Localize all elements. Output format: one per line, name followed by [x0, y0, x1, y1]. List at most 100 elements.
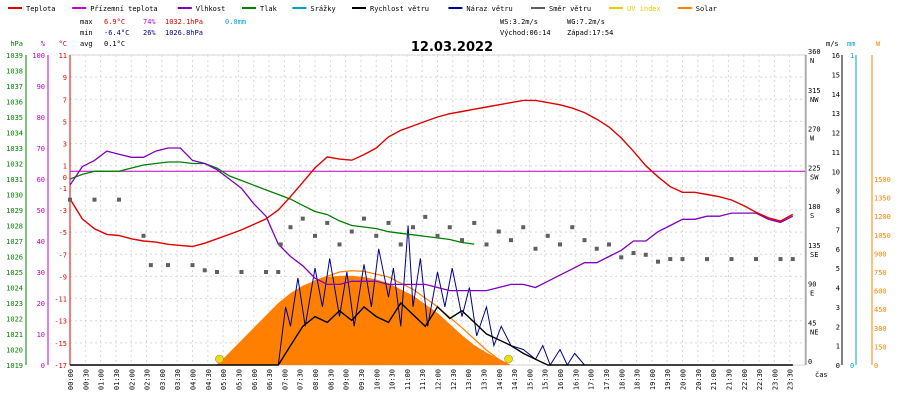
percent-tick-6: 40 — [37, 238, 45, 246]
celsius-tick-7: -3 — [59, 207, 67, 215]
wind-dir-point — [325, 220, 330, 225]
plot-area — [68, 99, 805, 367]
w-tick-6: 600 — [874, 288, 887, 296]
wind-dir-point — [447, 225, 452, 230]
x-tick-45: 22:30 — [756, 369, 764, 390]
percent-tick-9: 10 — [37, 331, 45, 339]
w-tick-3: 1050 — [874, 232, 891, 240]
wind-dir-point — [349, 229, 354, 234]
ms-tick-1: 15 — [832, 71, 840, 79]
wind-dir-point — [558, 242, 562, 247]
ms-tick-13: 3 — [836, 304, 840, 312]
w-tick-5: 750 — [874, 269, 887, 277]
series-solar-theory — [216, 270, 507, 366]
hpa-tick-2: 1037 — [6, 83, 23, 91]
ms-tick-8: 8 — [836, 207, 840, 215]
direction-tick-7: 45 — [808, 319, 816, 327]
w-tick-2: 1200 — [874, 213, 891, 221]
wind-ws: WS:3.2m/s — [500, 18, 538, 26]
direction-label-6: E — [810, 290, 814, 298]
x-tick-8: 04:00 — [190, 369, 198, 390]
stat-max-rain: 0.0mm — [225, 18, 246, 26]
wind-dir-point — [460, 238, 464, 243]
wind-dir-point — [278, 242, 283, 247]
direction-tick-6: 90 — [808, 281, 816, 289]
x-tick-41: 20:30 — [695, 369, 703, 390]
celsius-tick-0: 11 — [59, 52, 67, 60]
wind-dir-point — [288, 225, 293, 230]
celsius-tick-6: -1 — [59, 185, 67, 193]
hpa-tick-19: 1020 — [6, 347, 23, 355]
x-tick-31: 15:30 — [542, 369, 550, 390]
wind-dir-point — [337, 242, 342, 247]
hpa-tick-6: 1033 — [6, 145, 23, 153]
x-tick-37: 18:30 — [634, 369, 642, 390]
x-tick-47: 23:30 — [787, 369, 795, 390]
ms-tick-11: 5 — [836, 265, 840, 273]
x-tick-5: 02:30 — [144, 369, 152, 390]
celsius-tick-9: -7 — [59, 251, 67, 259]
x-tick-44: 22:00 — [741, 369, 749, 390]
celsius-tick-11: -11 — [54, 296, 67, 304]
ms-axis-unit: m/s — [826, 40, 839, 48]
x-tick-4: 02:00 — [128, 369, 136, 390]
wind-dir-point — [643, 252, 648, 257]
celsius-tick-4: 3 — [63, 141, 67, 149]
hpa-tick-14: 1025 — [6, 269, 23, 277]
x-tick-16: 08:00 — [312, 369, 320, 390]
stat-min-temp: -6.4°C — [104, 29, 129, 37]
x-tick-14: 07:00 — [281, 369, 289, 390]
wind-dir-point — [545, 233, 550, 238]
hpa-tick-1: 1038 — [6, 68, 23, 76]
hpa-tick-3: 1036 — [6, 99, 23, 107]
direction-tick-8: 0 — [808, 358, 812, 366]
x-tick-34: 17:00 — [588, 369, 596, 390]
x-tick-26: 13:00 — [465, 369, 473, 390]
mm-tick-1: 0 — [850, 362, 854, 370]
x-tick-13: 06:30 — [266, 369, 274, 390]
wind-dir-point — [398, 242, 403, 247]
percent-axis-unit: % — [41, 40, 46, 48]
x-tick-25: 12:30 — [450, 369, 458, 390]
hpa-tick-16: 1023 — [6, 300, 23, 308]
wind-dir-point — [484, 242, 489, 247]
direction-label-3: SW — [810, 173, 819, 181]
hpa-tick-10: 1029 — [6, 207, 23, 215]
ms-tick-16: 0 — [836, 362, 840, 370]
wind-dir-point — [300, 216, 305, 221]
celsius-tick-3: 5 — [63, 118, 67, 126]
percent-tick-8: 20 — [37, 300, 45, 308]
wind-dir-point — [141, 233, 146, 238]
percent-tick-0: 100 — [32, 52, 45, 60]
wind-dir-point — [313, 233, 317, 238]
hpa-axis-unit: hPa — [10, 40, 23, 48]
ms-tick-15: 1 — [836, 343, 840, 351]
hpa-tick-8: 1031 — [6, 176, 23, 184]
x-tick-3: 01:30 — [113, 369, 121, 390]
wind-dir-point — [754, 257, 758, 262]
hpa-tick-11: 1028 — [6, 223, 23, 231]
wind-dir-point — [521, 225, 526, 230]
w-tick-9: 150 — [874, 343, 887, 351]
wind-dir-point — [362, 216, 366, 221]
x-axis-label: čas — [815, 371, 828, 379]
sunrise-marker — [215, 354, 224, 364]
x-tick-29: 14:30 — [511, 369, 519, 390]
series-humidity — [69, 147, 794, 292]
hpa-tick-0: 1039 — [6, 52, 23, 60]
wind-dir-point — [594, 246, 599, 251]
direction-label-4: S — [810, 212, 814, 220]
x-tick-2: 01:00 — [98, 369, 106, 390]
x-tick-17: 08:30 — [327, 369, 335, 390]
direction-label-1: NW — [810, 96, 819, 104]
wind-dir-point — [148, 263, 153, 268]
stat-max-temp: 6.9°C — [104, 18, 125, 26]
legend-label-6: Náraz větru — [466, 5, 512, 13]
x-tick-39: 19:30 — [664, 369, 672, 390]
legend-label-8: UV index — [627, 5, 661, 13]
x-tick-15: 07:30 — [297, 369, 305, 390]
hpa-tick-15: 1024 — [6, 285, 23, 293]
w-tick-4: 900 — [874, 250, 887, 258]
ms-tick-0: 16 — [832, 52, 840, 60]
mm-tick-0: 1 — [850, 52, 854, 60]
